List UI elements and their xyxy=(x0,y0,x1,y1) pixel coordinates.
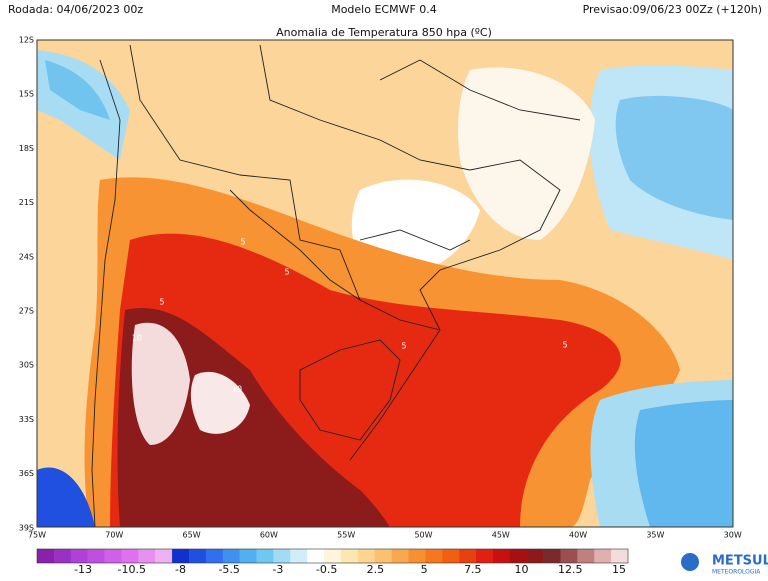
colorbar-bin xyxy=(37,549,55,563)
colorbar-label: 7.5 xyxy=(464,563,482,576)
colorbar-label: 10 xyxy=(515,563,529,576)
colorbar-bin xyxy=(290,549,308,563)
colorbar-bin xyxy=(155,549,173,563)
colorbar-bin xyxy=(374,549,392,563)
lat-label: 30S xyxy=(19,361,34,370)
colorbar-label: 2.5 xyxy=(367,563,385,576)
contour-label: 10 xyxy=(132,334,142,343)
lon-label: 50W xyxy=(414,531,432,540)
lat-label: 39S xyxy=(19,523,34,532)
colorbar-label: -3 xyxy=(272,563,283,576)
colorbar-bin xyxy=(307,549,325,563)
logo-sub: METEOROLOGIA xyxy=(712,569,761,576)
colorbar-label: -5.5 xyxy=(218,563,239,576)
colorbar-label: -8 xyxy=(175,563,186,576)
lat-label: 33S xyxy=(19,415,34,424)
colorbar-label: 12.5 xyxy=(558,563,583,576)
colorbar-label: 15 xyxy=(612,563,626,576)
colorbar-label: -0.5 xyxy=(316,563,337,576)
colorbar-bin xyxy=(391,549,409,563)
colorbar-bin xyxy=(87,549,105,563)
colorbar-bin xyxy=(340,549,359,563)
map-frame xyxy=(36,39,734,528)
contour-label: 10 xyxy=(232,385,242,394)
colorbar-bin xyxy=(222,549,240,563)
colorbar-bin xyxy=(104,549,122,563)
contour-label: 5 xyxy=(562,341,567,350)
colorbar-bin xyxy=(442,549,460,563)
colorbar-label: -13 xyxy=(74,563,92,576)
colorbar-bin xyxy=(121,549,139,563)
colorbar-bin xyxy=(324,549,342,563)
lon-label: 60W xyxy=(260,531,278,540)
lon-label: 45W xyxy=(492,531,510,540)
colorbar-frame xyxy=(36,548,629,564)
lat-label: 15S xyxy=(19,90,34,99)
colorbar-label: -10.5 xyxy=(117,563,145,576)
colorbar-bin xyxy=(526,549,544,563)
colorbar-bin xyxy=(172,549,190,563)
colorbar-bin xyxy=(53,549,72,563)
colorbar-bin xyxy=(256,549,274,563)
colorbar-label: 5 xyxy=(421,563,428,576)
contour-label: 5 xyxy=(240,238,245,247)
colorbar-bin xyxy=(239,549,257,563)
colorbar-bin xyxy=(577,549,595,563)
forecast-label: Previsao:09/06/23 00Zz (+120h) xyxy=(583,3,762,16)
colorbar-bin xyxy=(492,549,511,563)
colorbar-bin xyxy=(408,549,426,563)
colorbar-bin xyxy=(594,549,612,563)
lon-label: 70W xyxy=(105,531,123,540)
colorbar-bin xyxy=(188,549,207,563)
lon-label: 65W xyxy=(183,531,201,540)
lon-label: 75W xyxy=(28,531,46,540)
lat-label: 21S xyxy=(19,198,34,207)
colorbar-bin xyxy=(70,549,88,563)
contour-label: 5 xyxy=(284,268,289,277)
colorbar-bin xyxy=(476,549,494,563)
anomaly-field xyxy=(37,40,733,527)
lon-label: 35W xyxy=(646,531,664,540)
lat-label: 24S xyxy=(19,252,34,261)
colorbar-bin xyxy=(357,549,376,563)
colorbar-bin xyxy=(273,549,291,563)
lat-label: 18S xyxy=(19,144,34,153)
model-label: Modelo ECMWF 0.4 xyxy=(331,3,437,16)
run-label: Rodada: 04/06/2023 00z xyxy=(8,3,143,16)
logo-name: METSUL xyxy=(712,554,768,569)
lon-label: 55W xyxy=(337,531,355,540)
colorbar-bin xyxy=(611,549,629,563)
colorbar-bin xyxy=(425,549,443,563)
colorbar-bin xyxy=(543,549,561,563)
lon-label: 30W xyxy=(724,531,742,540)
lon-label: 40W xyxy=(569,531,587,540)
contour-label: 5 xyxy=(401,342,406,351)
colorbar-bin xyxy=(509,549,527,563)
logo: METSUL METEOROLOGIA xyxy=(681,553,768,576)
lat-label: 36S xyxy=(19,469,34,478)
contour-label: 5 xyxy=(159,298,164,307)
colorbar-bin xyxy=(459,549,477,563)
lat-label: 27S xyxy=(19,307,34,316)
colorbar-bin xyxy=(138,549,156,563)
colorbar-bin xyxy=(205,549,224,563)
map-title: Anomalia de Temperatura 850 hpa (ºC) xyxy=(276,26,492,39)
colorbar-bin xyxy=(560,549,578,563)
lat-label: 12S xyxy=(19,36,34,45)
